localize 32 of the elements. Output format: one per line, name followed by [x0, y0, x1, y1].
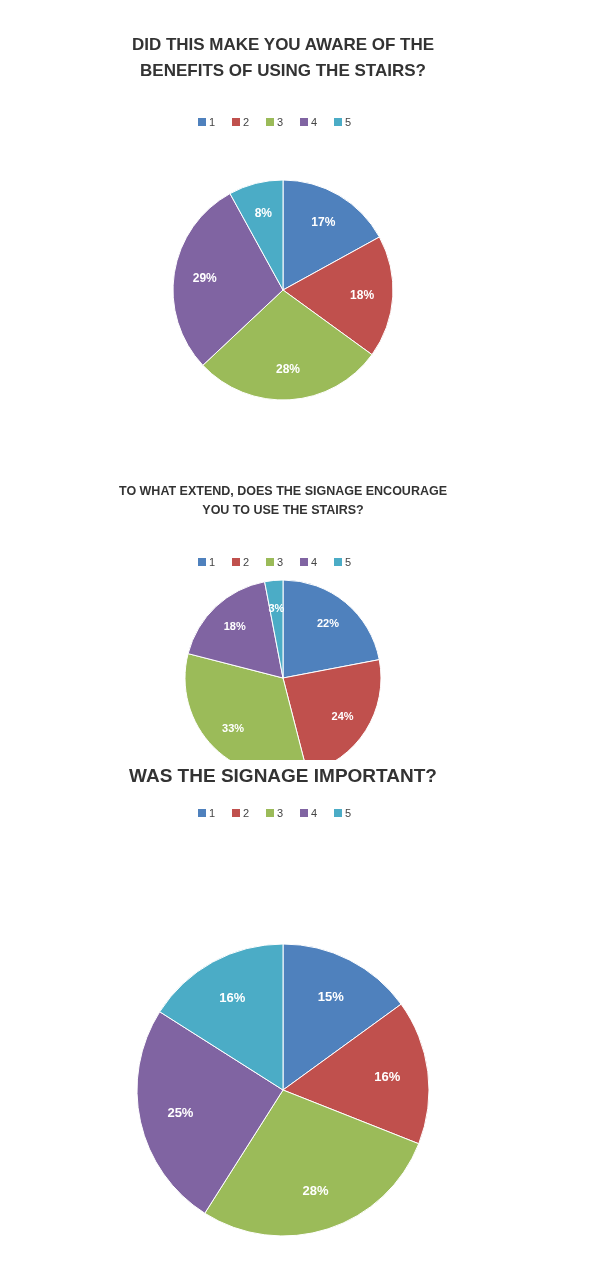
data-label: 28%: [302, 1182, 329, 1198]
data-label: 15%: [317, 988, 345, 1004]
data-label: 28%: [275, 362, 301, 377]
legend-label: 5: [345, 555, 352, 568]
data-label: 33%: [222, 721, 245, 734]
data-label: 17%: [311, 215, 336, 230]
legend-label: 2: [243, 115, 250, 128]
chart-title: DID THIS MAKE YOU AWARE OF THE BENEFITS OF USING THE STAIRS?: [131, 35, 435, 80]
legend-label: 1: [209, 806, 216, 819]
data-label: 18%: [350, 288, 375, 303]
legend-label: 3: [277, 555, 284, 568]
data-label: 25%: [167, 1105, 194, 1121]
data-label: 22%: [316, 617, 340, 630]
data-label: 24%: [331, 709, 354, 722]
chart-title: TO WHAT EXTEND, DOES THE SIGNAGE ENCOURAGE YOU TO USE THE STAIRS?: [118, 484, 448, 517]
legend-label: 4: [311, 555, 318, 568]
legend-label: 5: [345, 115, 352, 128]
data-label: 8%: [254, 206, 273, 221]
data-label: 16%: [374, 1069, 401, 1085]
legend-label: 4: [311, 806, 318, 819]
chart-title: WAS THE SIGNAGE IMPORTANT?: [129, 765, 437, 786]
legend-label: 2: [243, 555, 250, 568]
legend-label: 3: [277, 115, 284, 128]
legend-label: 3: [277, 806, 284, 819]
data-label: 18%: [223, 620, 246, 633]
data-label: 29%: [192, 270, 218, 285]
legend-label: 5: [345, 806, 352, 819]
legend-label: 1: [209, 555, 216, 568]
legend-label: 4: [311, 115, 318, 128]
data-label: 16%: [219, 990, 246, 1006]
legend-label: 1: [209, 115, 216, 128]
legend-label: 2: [243, 806, 250, 819]
